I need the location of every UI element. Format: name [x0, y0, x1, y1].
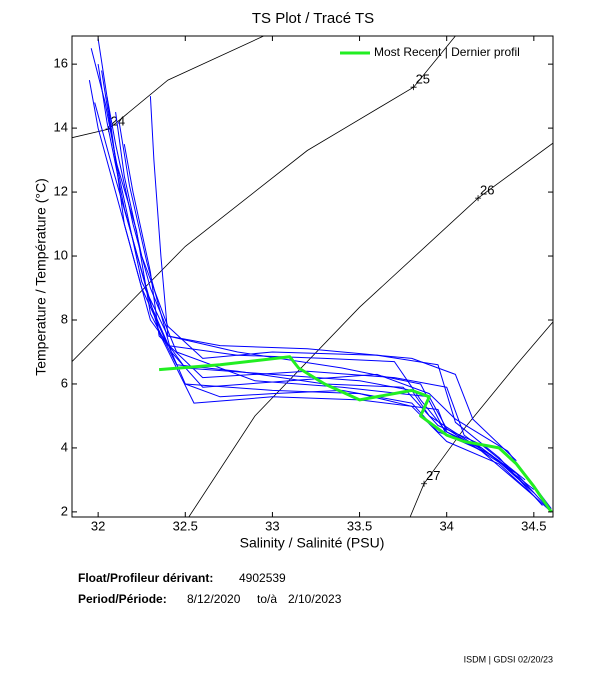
- profile-line: [88, 80, 535, 494]
- period-to: to/à: [257, 592, 277, 606]
- y-tick-label: 2: [61, 503, 68, 518]
- x-tick-label: 34.5: [521, 518, 546, 533]
- density-contour: [188, 142, 553, 517]
- contour-label-marker: [421, 480, 428, 487]
- contour-label: 24: [111, 114, 125, 129]
- x-tick-label: 32.5: [173, 518, 198, 533]
- contour-label-marker: [410, 84, 417, 91]
- chart-title: TS Plot / Tracé TS: [252, 10, 374, 27]
- y-tick-label: 16: [54, 56, 68, 71]
- legend-label: Most Recent | Dernier profil: [374, 45, 520, 59]
- profile-line: [97, 64, 552, 513]
- profile-line: [149, 96, 517, 462]
- density-contour: [72, 36, 456, 362]
- period-label: Period/Période:: [78, 592, 167, 606]
- footer: ISDM | GDSI 02/20/23: [464, 654, 553, 664]
- x-tick-label: 33: [265, 518, 279, 533]
- x-tick-label: 33.5: [347, 518, 372, 533]
- float-id: 4902539: [239, 571, 286, 585]
- plot-frame: [71, 35, 554, 518]
- profile-line: [118, 121, 552, 510]
- period-start: 8/12/2020: [187, 592, 241, 606]
- latest-profile-line: [158, 355, 553, 513]
- profile-line: [123, 144, 517, 474]
- x-tick-label: 32: [91, 518, 105, 533]
- y-tick-label: 14: [54, 120, 68, 135]
- contour-label-marker: [475, 195, 482, 202]
- y-tick-label: 6: [61, 375, 68, 390]
- x-tick-label: 34: [439, 518, 453, 533]
- float-label: Float/Profileur dérivant:: [78, 571, 213, 585]
- contour-label: 25: [416, 72, 430, 87]
- y-tick-label: 4: [61, 439, 68, 454]
- period-end: 2/10/2023: [288, 592, 342, 606]
- y-tick-label: 8: [61, 311, 68, 326]
- contour-label: 27: [426, 468, 440, 483]
- density-contour: [72, 36, 264, 139]
- contour-label: 26: [480, 183, 494, 198]
- y-tick-label: 10: [54, 247, 68, 262]
- y-tick-label: 12: [54, 184, 68, 199]
- profile-line: [94, 102, 535, 490]
- x-axis-label: Salinity / Salinité (PSU): [240, 535, 385, 551]
- profile-line: [101, 70, 526, 481]
- y-axis-label: Temperature / Température (°C): [33, 178, 49, 376]
